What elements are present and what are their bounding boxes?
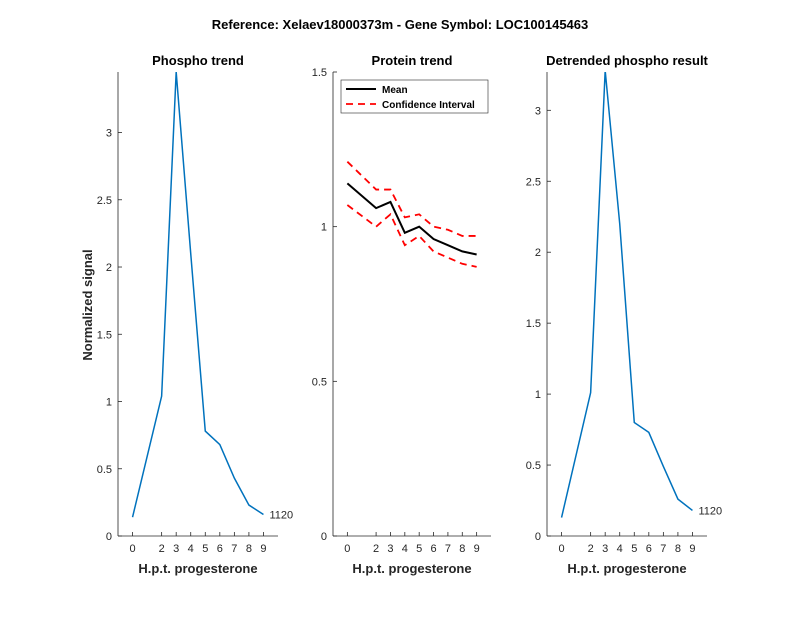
detrended-phospho-ytick-label: 1 [535, 389, 541, 401]
detrended-phospho-ytick-label: 1.5 [526, 318, 541, 330]
phospho-trend-xtick-label: 7 [231, 543, 237, 555]
legend-box [340, 79, 489, 114]
protein-trend-xtick-label: 2 [373, 543, 379, 555]
protein-trend-xtick-label: 3 [387, 543, 393, 555]
protein-trend-mean-line [346, 182, 477, 256]
detrended-phospho-xtick-label: 9 [689, 543, 695, 555]
phospho-trend-xtick-label: 8 [246, 543, 252, 555]
detrended-phospho-ytick-label: 0.5 [526, 460, 541, 472]
detrended-phospho-annotation: 1120 [698, 505, 722, 517]
phospho-trend-annotation: 1120 [269, 509, 293, 521]
legend-ci-label: Confidence Interval [382, 100, 475, 111]
detrended-phospho-title: Detrended phospho result [546, 53, 708, 68]
protein-trend-xtick-label: 7 [445, 543, 451, 555]
phospho-trend-ytick-label: 1.5 [97, 329, 112, 341]
phospho-trend-ytick-label: 0.5 [97, 464, 112, 476]
detrended-phospho-xtick-label: 2 [588, 543, 594, 555]
detrended-phospho-xtick-label: 0 [558, 543, 564, 555]
protein-trend-ytick-label: 1 [321, 222, 327, 234]
detrended-phospho-ytick-label: 2 [535, 247, 541, 259]
protein-trend-xtick-label: 9 [474, 543, 480, 555]
detrended-phospho-xtick-label: 4 [617, 543, 623, 555]
protein-trend-ytick-label: 1.5 [312, 67, 327, 79]
protein-trend-xlabel: H.p.t. progesterone [352, 561, 471, 576]
phospho-trend-xtick-label: 4 [188, 543, 194, 555]
detrended-phospho-xlabel: H.p.t. progesterone [567, 561, 686, 576]
detrended-phospho-panel: Detrended phospho result H.p.t. progeste… [526, 53, 722, 576]
phospho-trend-xtick-label: 2 [159, 543, 165, 555]
phospho-trend-ytick-label: 3 [106, 128, 112, 140]
phospho-trend-ylabel: Normalized signal [80, 249, 95, 360]
detrended-phospho-ytick-label: 0 [535, 531, 541, 543]
protein-trend-xtick-label: 5 [416, 543, 422, 555]
protein-trend-title: Protein trend [372, 53, 453, 68]
detrended-phospho-xtick-label: 3 [602, 543, 608, 555]
phospho-trend-xlabel: H.p.t. progesterone [138, 561, 257, 576]
detrended-phospho-ytick-label: 2.5 [526, 176, 541, 188]
protein-trend-xtick-label: 0 [344, 543, 350, 555]
phospho-trend-ytick-label: 2.5 [97, 195, 112, 207]
phospho-trend-title: Phospho trend [152, 53, 244, 68]
detrended-phospho-xtick-label: 7 [660, 543, 666, 555]
detrended-phospho-xtick-label: 5 [631, 543, 637, 555]
phospho-trend-ytick-label: 2 [106, 262, 112, 274]
protein-trend-ci-upper-line [346, 161, 477, 237]
phospho-trend-ytick-label: 0 [106, 531, 112, 543]
phospho-trend-line [131, 72, 264, 518]
protein-trend-ytick-label: 0 [321, 531, 327, 543]
protein-trend-xtick-label: 8 [459, 543, 465, 555]
phospho-trend-xtick-label: 9 [260, 543, 266, 555]
detrended-phospho-xtick-label: 6 [646, 543, 652, 555]
phospho-trend-panel: Phospho trend H.p.t. progesterone Normal… [80, 53, 293, 576]
phospho-trend-ytick-label: 1 [106, 397, 112, 409]
figure-title: Reference: Xelaev18000373m - Gene Symbol… [212, 17, 589, 32]
protein-trend-ytick-label: 0.5 [312, 376, 327, 388]
protein-trend-legend: Mean Confidence Interval [340, 79, 489, 114]
phospho-trend-xtick-label: 3 [173, 543, 179, 555]
protein-trend-xtick-label: 6 [430, 543, 436, 555]
phospho-trend-xtick-label: 6 [217, 543, 223, 555]
protein-trend-xtick-label: 4 [402, 543, 408, 555]
detrended-phospho-xtick-label: 8 [675, 543, 681, 555]
detrended-phospho-ytick-label: 3 [535, 105, 541, 117]
detrended-phospho-line [560, 72, 693, 518]
phospho-trend-xtick-label: 5 [202, 543, 208, 555]
phospho-trend-xtick-label: 0 [129, 543, 135, 555]
protein-trend-ci-lower-line [346, 204, 477, 268]
legend-mean-label: Mean [382, 85, 408, 96]
